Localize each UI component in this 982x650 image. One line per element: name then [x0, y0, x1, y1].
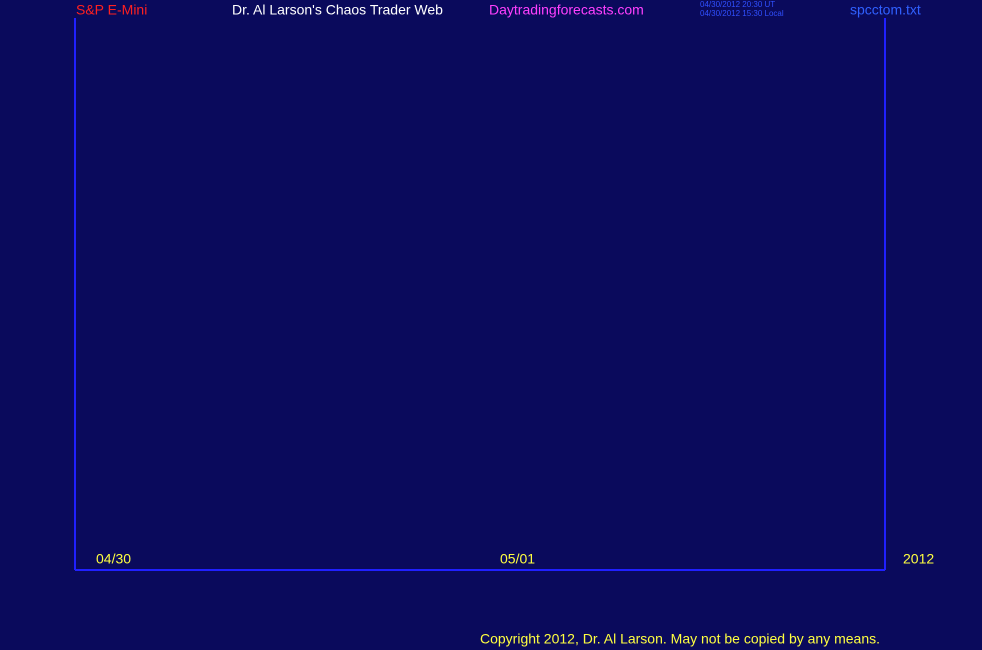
- labels: S&P E-Mini Dr. Al Larson's Chaos Trader …: [76, 0, 934, 647]
- site-name: Daytradingforecasts.com: [489, 2, 644, 18]
- file-name: spcctom.txt: [850, 2, 921, 18]
- copyright: Copyright 2012, Dr. Al Larson. May not b…: [480, 631, 880, 647]
- chart-title: S&P E-Mini: [76, 2, 147, 18]
- date-label: 05/01: [500, 551, 535, 567]
- date-label: 04/30: [96, 551, 131, 567]
- chart-subtitle: Dr. Al Larson's Chaos Trader Web: [232, 2, 443, 18]
- date-label: 2012: [903, 551, 934, 567]
- timestamp: 04/30/2012 15:30 Local: [700, 9, 784, 18]
- frame: [74, 18, 886, 571]
- timestamp: 04/30/2012 20:30 UT: [700, 0, 775, 9]
